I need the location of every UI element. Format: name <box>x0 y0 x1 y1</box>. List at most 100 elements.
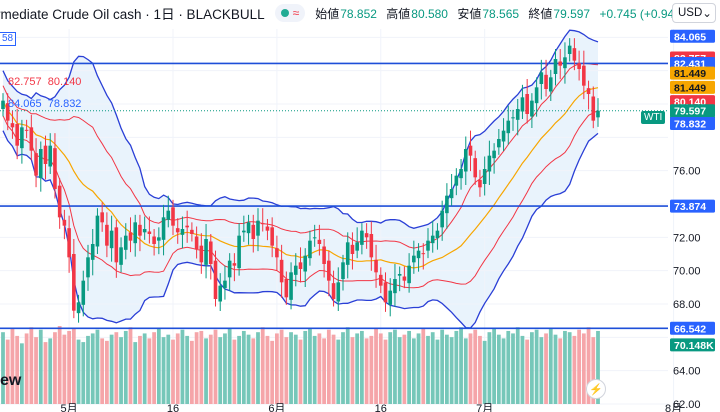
volume-bar <box>81 342 86 404</box>
flash-icon[interactable]: ⚡ <box>586 379 606 399</box>
volume-bar <box>308 328 312 404</box>
price-badge <box>670 104 715 118</box>
volume-bar <box>322 338 326 404</box>
candle-body <box>426 240 430 251</box>
candle-body <box>204 239 208 265</box>
candle-body <box>133 222 138 244</box>
volume-bar <box>336 339 341 404</box>
volume-bar <box>487 332 492 404</box>
candle-body <box>76 302 81 314</box>
volume-bar <box>430 332 435 404</box>
volume-bar <box>534 329 539 404</box>
currency-label: USD <box>678 7 703 19</box>
volume-bar <box>279 329 284 404</box>
volume-bar <box>128 327 133 404</box>
candle-body <box>251 224 256 239</box>
volume-bar <box>67 330 71 404</box>
volume-bar <box>24 333 29 404</box>
x-tick-label: 16 <box>375 403 387 412</box>
candle-body <box>317 239 322 244</box>
close-value: 79.597 <box>553 6 591 21</box>
candle-body <box>322 246 326 264</box>
new-label: ew <box>0 372 22 389</box>
volume-bar <box>341 332 345 404</box>
open-value: 78.852 <box>340 6 377 21</box>
market-open-dot <box>280 9 289 17</box>
volume-bar <box>426 335 430 404</box>
volume-bar <box>525 339 530 404</box>
price-badge-label: 78.832 <box>674 118 706 130</box>
volume-bar <box>416 333 421 404</box>
volume-bar <box>492 328 496 404</box>
candle-body <box>157 237 161 241</box>
volume-bar <box>246 334 251 404</box>
volume-bar <box>303 330 308 404</box>
x-tick-label: 8月 <box>665 403 682 412</box>
candle-body <box>435 230 440 239</box>
volume-bar <box>449 337 454 404</box>
candle-body <box>190 229 194 234</box>
candle-body <box>15 124 19 146</box>
candle-body <box>449 189 454 199</box>
volume-bar <box>34 337 38 404</box>
volume-bar <box>57 326 62 404</box>
x-tick-label: 7月 <box>476 403 493 412</box>
bb-outer-upper-line <box>2 29 599 229</box>
candle-body <box>114 227 119 263</box>
candle-body <box>298 262 303 269</box>
volume-bar <box>29 327 34 404</box>
candle-body <box>515 109 520 120</box>
price-badge <box>670 338 715 352</box>
bb-inner-upper: 82.757 <box>8 76 42 88</box>
candle-body <box>275 248 279 258</box>
candle-body <box>548 77 553 92</box>
candle-body <box>501 130 506 142</box>
volume-bar <box>95 329 100 404</box>
volume-bar <box>511 333 515 404</box>
candle-body <box>24 129 29 131</box>
candle-body <box>478 179 482 188</box>
bb-outer-upper: 84.065 <box>8 98 42 110</box>
volume-bar <box>5 339 10 404</box>
candle-body <box>199 245 204 263</box>
y-tick-label: 72.00 <box>673 232 701 244</box>
wave-icon: ≈ <box>292 6 300 20</box>
candle-body <box>412 255 416 263</box>
volume-bar <box>548 328 553 404</box>
volume-bar <box>20 343 24 404</box>
candle-body <box>558 61 563 66</box>
volume-bar <box>345 327 350 404</box>
x-tick-label: 6月 <box>268 403 285 412</box>
volume-bar <box>435 339 440 404</box>
x-tick-label: 5月 <box>61 403 78 412</box>
x-tick-label: 16 <box>167 403 179 412</box>
price-badge <box>670 29 715 43</box>
y-tick-label: 70.00 <box>673 266 701 278</box>
volume-bar <box>454 330 459 404</box>
candle-body <box>369 234 374 258</box>
candle-body <box>530 100 534 117</box>
volume-bar <box>62 334 67 404</box>
volume-bar <box>581 333 586 404</box>
volume-bar <box>180 329 185 404</box>
candle-body <box>463 149 468 172</box>
candle-body <box>147 231 152 234</box>
status-pill[interactable]: ≈ <box>274 4 306 22</box>
candle-body <box>223 280 227 289</box>
volume-bar <box>289 332 293 404</box>
currency-select[interactable]: USD ⌄ <box>672 3 716 23</box>
volume-bar <box>506 330 511 404</box>
price-badge <box>670 321 715 335</box>
candle-body <box>284 279 289 298</box>
volume-bar <box>10 328 15 404</box>
volume-bar <box>293 334 298 404</box>
volume-bar <box>383 339 388 404</box>
candle-body <box>218 285 223 302</box>
symbol-title[interactable]: rmediate Crude Oil cash · 1日 · BLACKBULL <box>0 7 265 22</box>
candle-body <box>213 260 218 299</box>
candle-body <box>128 232 133 241</box>
volume-bar <box>501 338 506 404</box>
candle-body <box>345 242 350 265</box>
candle-body <box>138 224 142 236</box>
volume-bar <box>241 330 246 404</box>
